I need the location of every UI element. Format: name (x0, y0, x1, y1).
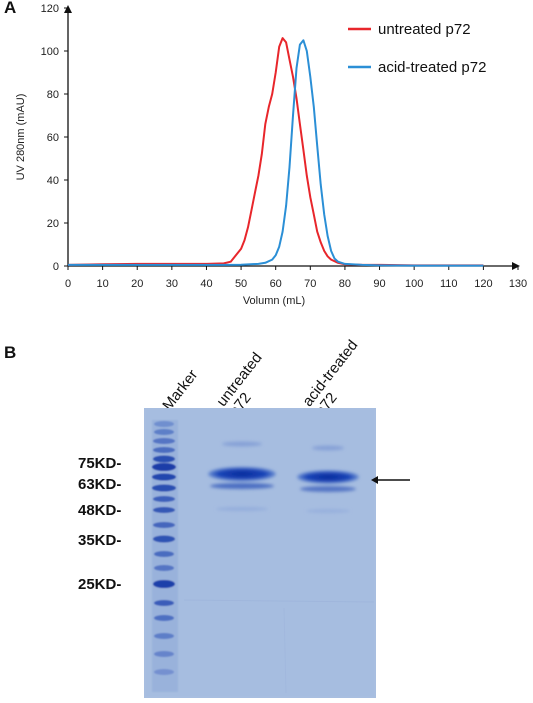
x-tick-label: 0 (65, 278, 71, 290)
x-tick-label: 80 (339, 278, 351, 290)
series-line-acid-treated (68, 39, 484, 267)
legend-label-untreated: untreated p72 (378, 21, 471, 38)
mw-label-25: 25KD- (78, 576, 122, 593)
sds-page-gel-image (144, 408, 376, 698)
x-tick-label: 50 (235, 278, 247, 290)
y-tick-label: 0 (53, 261, 59, 273)
x-axis-arrow (512, 262, 520, 270)
x-tick-label: 30 (166, 278, 178, 290)
y-tick-label: 20 (47, 218, 59, 230)
x-tick-label: 130 (509, 278, 527, 290)
x-tick-label: 10 (96, 278, 108, 290)
mw-label-63: 63KD- (78, 476, 122, 493)
untreated-lane (208, 441, 276, 511)
y-tick-label: 100 (41, 46, 59, 58)
lane-header-marker: Marker (159, 366, 202, 414)
x-tick-label: 90 (373, 278, 385, 290)
x-tick-label: 120 (474, 278, 492, 290)
mw-label-48: 48KD- (78, 502, 122, 519)
mw-label-35: 35KD- (78, 532, 122, 549)
x-tick-label: 20 (131, 278, 143, 290)
x-axis-label: Volumn (mL) (243, 295, 305, 307)
mw-label-75: 75KD- (78, 455, 122, 472)
panel-a-label: A (4, 0, 17, 17)
y-tick-label: 80 (47, 89, 59, 101)
series-line-untreated (67, 37, 484, 267)
chromatogram-chart: 0 10 20 30 40 50 60 70 80 90 100 110 120 130 0 20 40 60 80… (15, 3, 527, 307)
x-tick-label: 60 (270, 278, 282, 290)
panel-b-label: B (4, 343, 17, 362)
x-tick-label: 110 (440, 278, 458, 290)
acid-treated-lane (297, 445, 359, 513)
y-axis-arrow (64, 5, 72, 13)
x-tick-label: 100 (405, 278, 423, 290)
y-tick-label: 120 (41, 3, 59, 15)
gel-bands (144, 408, 376, 698)
x-tick-label: 70 (304, 278, 316, 290)
y-tick-label: 40 (47, 175, 59, 187)
band-arrow-icon (371, 476, 410, 484)
x-tick-label: 40 (200, 278, 212, 290)
marker-lane (152, 420, 178, 692)
y-axis-label: UV 280nm (mAU) (15, 94, 27, 181)
y-tick-label: 60 (47, 132, 59, 144)
legend-label-acid-treated: acid-treated p72 (378, 59, 486, 76)
